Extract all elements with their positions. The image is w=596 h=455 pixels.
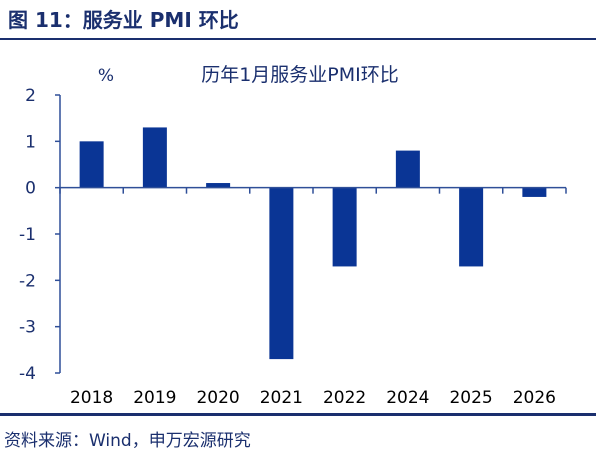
y-tick-label: -4	[19, 364, 36, 384]
bar-2022	[332, 187, 357, 267]
bar-2019	[142, 127, 167, 188]
bar-2020	[206, 183, 231, 188]
bottom-divider	[0, 413, 596, 416]
bar-2026	[522, 187, 547, 197]
y-tick-label: 1	[25, 132, 36, 152]
y-tick-label: -3	[19, 318, 36, 338]
y-tick-label: -1	[19, 225, 36, 245]
x-tick-label: 2018	[70, 388, 113, 408]
top-divider	[0, 38, 596, 40]
x-tick-labels: 2018 2019 2020 2021 2022 2024 2025 2026	[70, 388, 556, 408]
bar-2025	[459, 187, 484, 267]
x-tick-label: 2019	[133, 388, 176, 408]
x-tick-label: 2022	[323, 388, 366, 408]
x-tick-label: 2020	[196, 388, 239, 408]
source-note: 资料来源：Wind，申万宏源研究	[4, 431, 251, 451]
x-axis	[59, 186, 567, 194]
bar-2018	[79, 141, 104, 188]
y-axis-unit: %	[98, 66, 114, 86]
bar-2024	[395, 150, 420, 188]
bars	[79, 127, 547, 360]
y-axis: 2 1 0 -1 -2 -3 -4	[19, 86, 61, 384]
y-tick-label: -2	[19, 271, 36, 291]
y-tick-label: 0	[25, 179, 36, 199]
figure-title: 图 11：服务业 PMI 环比	[8, 8, 239, 32]
x-tick-label: 2024	[386, 388, 429, 408]
bar-2021	[269, 187, 294, 360]
y-tick-label: 2	[25, 86, 36, 106]
chart-title: 历年1月服务业PMI环比	[201, 64, 399, 86]
x-tick-label: 2026	[513, 388, 556, 408]
x-tick-label: 2025	[449, 388, 492, 408]
bar-chart: 历年1月服务业PMI环比 % 210-1-2-3-4 2018 2019 2020 2…	[19, 64, 567, 408]
x-tick-label: 2021	[260, 388, 303, 408]
